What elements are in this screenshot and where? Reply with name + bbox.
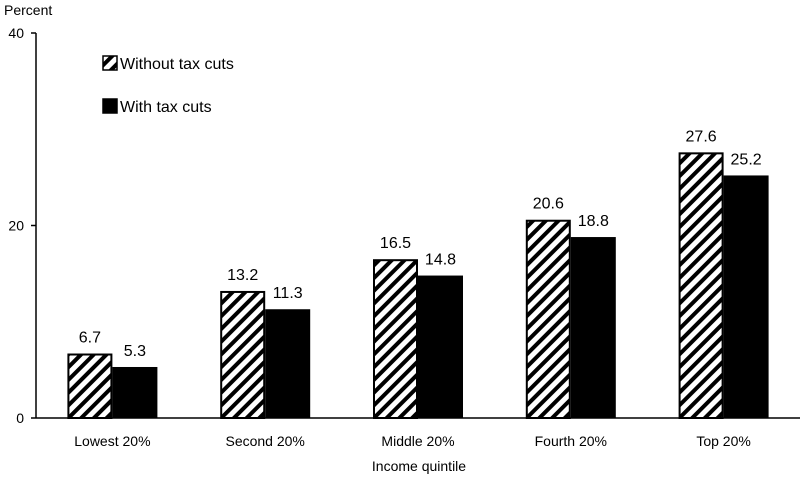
legend-swatch-with-tax-cuts bbox=[102, 98, 118, 114]
bar-with-tax-cuts bbox=[112, 366, 158, 418]
data-label: 11.3 bbox=[273, 285, 303, 302]
bar-with-tax-cuts bbox=[265, 309, 311, 418]
bar-without-tax-cuts bbox=[67, 353, 113, 420]
category-label: Middle 20% bbox=[381, 433, 454, 449]
category-label: Lowest 20% bbox=[74, 433, 150, 449]
y-tick-label: 20 bbox=[8, 218, 24, 234]
data-label: 13.2 bbox=[227, 267, 258, 284]
data-label: 27.6 bbox=[686, 128, 717, 145]
y-axis-title: Percent bbox=[4, 2, 52, 18]
bar-without-tax-cuts bbox=[373, 259, 418, 419]
data-labels: 6.7 5.3 13.2 11.3 16.5 14.8 20.6 18.8 27.6 25.2 bbox=[79, 128, 762, 360]
data-label: 16.5 bbox=[380, 235, 411, 252]
data-label: 6.7 bbox=[79, 330, 101, 347]
bar-with-tax-cuts bbox=[723, 175, 769, 418]
legend: Without tax cuts With tax cuts bbox=[102, 55, 234, 116]
legend-label-with-tax-cuts: With tax cuts bbox=[120, 99, 212, 116]
category-label: Fourth 20% bbox=[535, 433, 607, 449]
category-labels: Lowest 20% Second 20% Middle 20% Fourth 20%… bbox=[74, 433, 751, 449]
category-label: Top 20% bbox=[696, 433, 750, 449]
data-label: 14.8 bbox=[425, 252, 456, 269]
category-label: Second 20% bbox=[225, 433, 304, 449]
bar-with-tax-cuts bbox=[570, 237, 616, 418]
bar-without-tax-cuts bbox=[525, 219, 571, 419]
data-label: 25.2 bbox=[731, 151, 762, 168]
bar-with-tax-cuts bbox=[418, 275, 463, 418]
y-axis-ticks: 0 20 40 bbox=[8, 25, 36, 426]
data-label: 20.6 bbox=[533, 196, 564, 213]
y-tick-label: 40 bbox=[8, 25, 24, 41]
data-label: 18.8 bbox=[578, 213, 609, 230]
x-axis-title: Income quintile bbox=[372, 458, 466, 474]
bar-without-tax-cuts bbox=[220, 290, 266, 420]
y-tick-label: 0 bbox=[16, 410, 24, 426]
legend-label-without-tax-cuts: Without tax cuts bbox=[120, 56, 234, 73]
bar-without-tax-cuts bbox=[678, 152, 724, 419]
bars bbox=[67, 152, 769, 420]
data-label: 5.3 bbox=[124, 343, 146, 360]
legend-swatch-without-tax-cuts bbox=[102, 55, 118, 71]
